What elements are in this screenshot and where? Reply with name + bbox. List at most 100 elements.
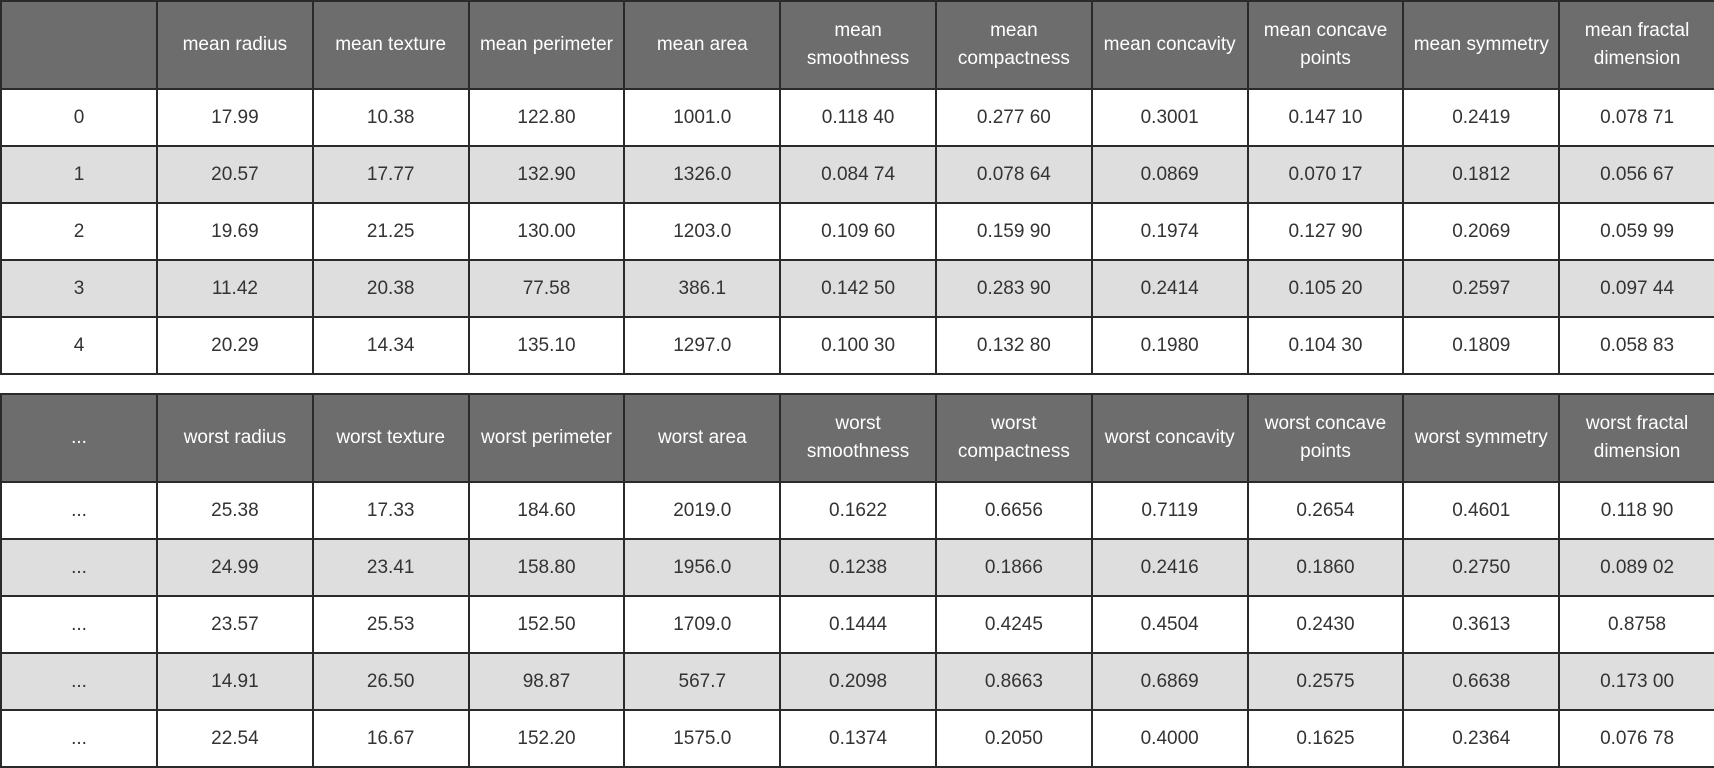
table-cell: 0.097 44	[1558, 259, 1714, 318]
table-cell: 0.056 67	[1558, 145, 1714, 204]
column-header: mean smoothness	[779, 0, 937, 90]
table-cell: 10.38	[311, 88, 470, 147]
table-row: 1 20.57 17.77 132.90 1326.0 0.084 74 0.078 64 0…	[0, 145, 1714, 204]
column-header: worst texture	[311, 393, 470, 483]
table-cell: 0.147 10	[1246, 88, 1405, 147]
table-row: 0 17.99 10.38 122.80 1001.0 0.118 40 0.277 60 0…	[0, 88, 1714, 147]
table-cell: 17.77	[311, 145, 470, 204]
table-cell: 0.3613	[1402, 595, 1561, 654]
table-cell: 0.3001	[1090, 88, 1249, 147]
table-cell: 0.089 02	[1558, 538, 1714, 597]
table-cell: 0.8758	[1558, 595, 1714, 654]
table-cell: 0.142 50	[779, 259, 937, 318]
table-cell: 0.1866	[934, 538, 1093, 597]
table-cell: 0.078 64	[934, 145, 1093, 204]
table-cell: 0.2430	[1246, 595, 1405, 654]
table-cell: 0.1980	[1090, 316, 1249, 375]
table-cell: 1709.0	[623, 595, 782, 654]
worst-features-table: ... worst radius worst texture worst perime…	[0, 393, 1714, 768]
table-cell: 0.7119	[1090, 481, 1249, 540]
header-row: mean radius mean texture mean perimeter mea…	[0, 0, 1714, 90]
table-row: 4 20.29 14.34 135.10 1297.0 0.100 30 0.132 80 0…	[0, 316, 1714, 375]
table-cell: 19.69	[156, 202, 314, 261]
table-cell: 23.41	[311, 538, 470, 597]
table-cell: 17.99	[156, 88, 314, 147]
worst-table-body: ... 25.38 17.33 184.60 2019.0 0.1622 0.6656 0.7…	[0, 481, 1714, 768]
table-cell: 1956.0	[623, 538, 782, 597]
table-cell: 0.2597	[1402, 259, 1561, 318]
column-header: mean texture	[311, 0, 470, 90]
column-header: worst area	[623, 393, 782, 483]
table-cell: 0.078 71	[1558, 88, 1714, 147]
table-cell: 122.80	[467, 88, 626, 147]
row-index-cell: 4	[0, 316, 158, 375]
table-cell: 0.2364	[1402, 709, 1561, 768]
table-cell: 0.8663	[934, 652, 1093, 711]
table-cell: 0.6656	[934, 481, 1093, 540]
table-cell: 0.1809	[1402, 316, 1561, 375]
table-cell: 0.2050	[934, 709, 1093, 768]
worst-table-header: ... worst radius worst texture worst perime…	[0, 393, 1714, 483]
table-cell: 152.50	[467, 595, 626, 654]
row-index-cell: ...	[0, 652, 158, 711]
table-cell: 0.127 90	[1246, 202, 1405, 261]
table-row: 2 19.69 21.25 130.00 1203.0 0.109 60 0.159 90 0…	[0, 202, 1714, 261]
table-row: ... 24.99 23.41 158.80 1956.0 0.1238 0.1866 0.2…	[0, 538, 1714, 597]
column-header: mean concave points	[1246, 0, 1405, 90]
table-cell: 21.25	[311, 202, 470, 261]
table-row: ... 22.54 16.67 152.20 1575.0 0.1374 0.2050 0.4…	[0, 709, 1714, 768]
table-cell: 0.058 83	[1558, 316, 1714, 375]
table-cell: 20.38	[311, 259, 470, 318]
table-cell: 0.2575	[1246, 652, 1405, 711]
table-cell: 0.1622	[779, 481, 937, 540]
column-header: worst fractal dimension	[1558, 393, 1714, 483]
table-cell: 25.53	[311, 595, 470, 654]
column-header: worst symmetry	[1402, 393, 1561, 483]
table-cell: 132.90	[467, 145, 626, 204]
column-header: mean concavity	[1090, 0, 1249, 90]
table-cell: 0.105 20	[1246, 259, 1405, 318]
table-row: 3 11.42 20.38 77.58 386.1 0.142 50 0.283 90 0.2…	[0, 259, 1714, 318]
mean-features-table: mean radius mean texture mean perimeter mea…	[0, 0, 1714, 375]
table-cell: 135.10	[467, 316, 626, 375]
column-header: ...	[0, 393, 158, 483]
table-cell: 0.100 30	[779, 316, 937, 375]
table-cell: 2019.0	[623, 481, 782, 540]
table-cell: 0.0869	[1090, 145, 1249, 204]
column-header: worst radius	[156, 393, 314, 483]
table-cell: 24.99	[156, 538, 314, 597]
table-cell: 0.132 80	[934, 316, 1093, 375]
table-cell: 1001.0	[623, 88, 782, 147]
table-cell: 98.87	[467, 652, 626, 711]
table-cell: 17.33	[311, 481, 470, 540]
table-cell: 0.277 60	[934, 88, 1093, 147]
table-cell: 0.2416	[1090, 538, 1249, 597]
row-index-cell: 0	[0, 88, 158, 147]
column-header: worst concavity	[1090, 393, 1249, 483]
table-cell: 25.38	[156, 481, 314, 540]
table-cell: 16.67	[311, 709, 470, 768]
column-header: worst concave points	[1246, 393, 1405, 483]
table-cell: 23.57	[156, 595, 314, 654]
table-cell: 26.50	[311, 652, 470, 711]
table-cell: 0.109 60	[779, 202, 937, 261]
column-header	[0, 0, 158, 90]
table-cell: 0.4245	[934, 595, 1093, 654]
table-cell: 0.2098	[779, 652, 937, 711]
table-cell: 0.076 78	[1558, 709, 1714, 768]
mean-table-body: 0 17.99 10.38 122.80 1001.0 0.118 40 0.277 60 0…	[0, 88, 1714, 375]
table-cell: 184.60	[467, 481, 626, 540]
table-cell: 386.1	[623, 259, 782, 318]
table-cell: 0.070 17	[1246, 145, 1405, 204]
table-cell: 0.084 74	[779, 145, 937, 204]
row-index-cell: 1	[0, 145, 158, 204]
column-header: worst compactness	[934, 393, 1093, 483]
table-cell: 0.2654	[1246, 481, 1405, 540]
table-cell: 0.173 00	[1558, 652, 1714, 711]
table-row: ... 23.57 25.53 152.50 1709.0 0.1444 0.4245 0.4…	[0, 595, 1714, 654]
table-cell: 0.1860	[1246, 538, 1405, 597]
table-cell: 14.34	[311, 316, 470, 375]
table-cell: 152.20	[467, 709, 626, 768]
table-cell: 0.1374	[779, 709, 937, 768]
